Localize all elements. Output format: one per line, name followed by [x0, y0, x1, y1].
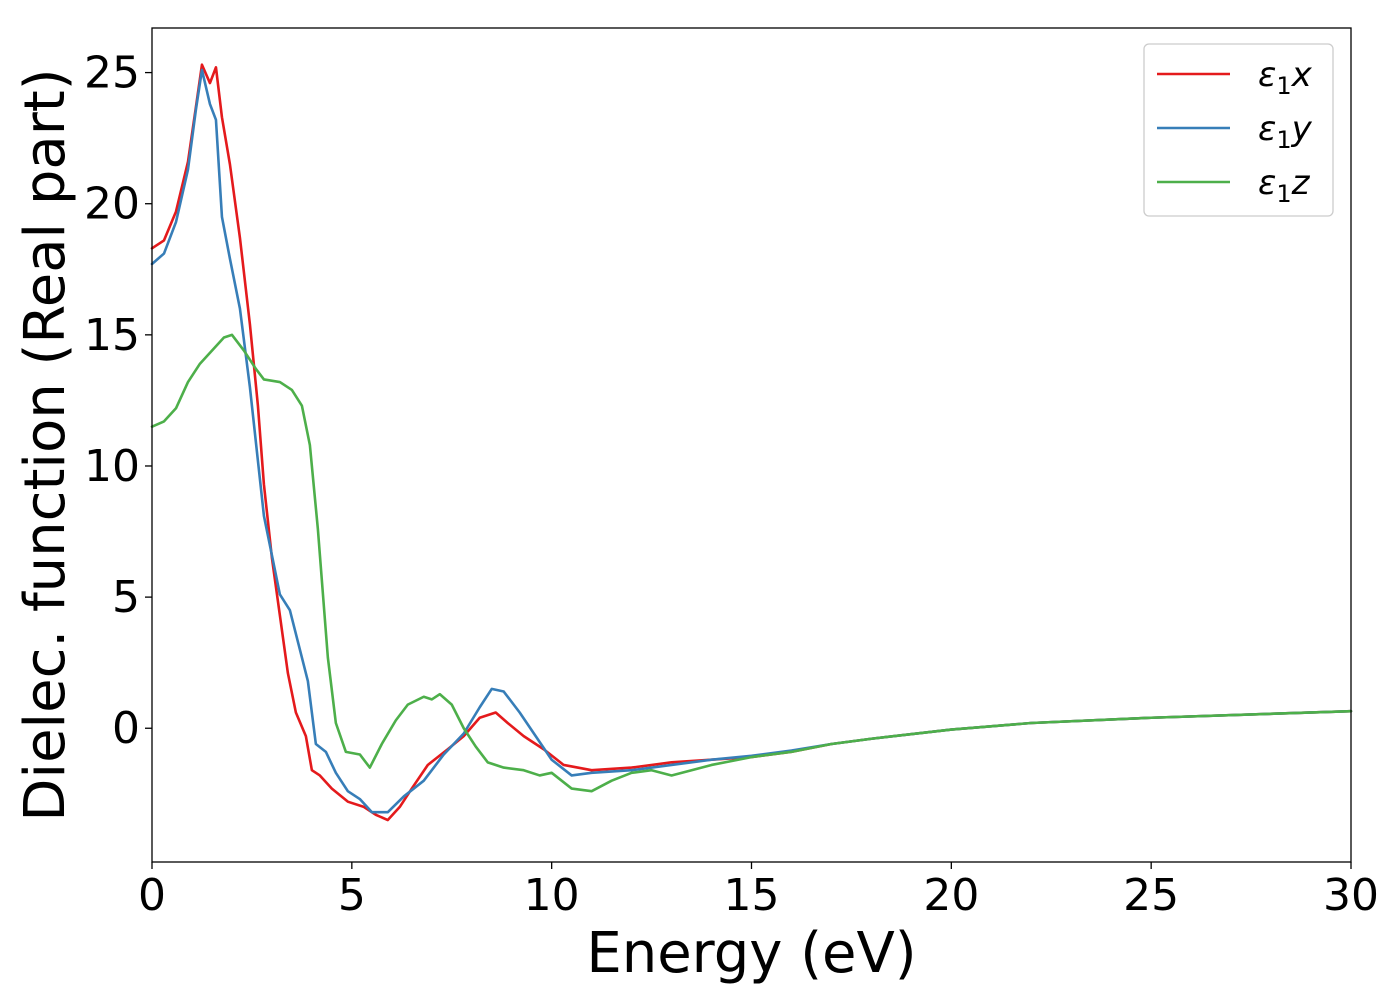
- x-tick-label: 25: [1123, 870, 1179, 921]
- x-tick-label: 10: [524, 870, 580, 921]
- y-axis-label: Dielec. function (Real part): [13, 68, 78, 821]
- y-tick-label: 20: [84, 179, 140, 230]
- legend: ε1x ε1y ε1z: [1143, 43, 1334, 217]
- legend-box: [1143, 43, 1334, 217]
- y-tick-label: 25: [84, 48, 140, 99]
- x-axis-label: Energy (eV): [586, 921, 916, 986]
- x-tick-label: 5: [338, 870, 366, 921]
- y-tick-label: 5: [112, 572, 140, 623]
- legend-label-z: ε1z: [1258, 163, 1311, 208]
- y-tick-label: 10: [84, 441, 140, 492]
- x-tick-label: 0: [138, 870, 166, 921]
- y-tick-label: 15: [84, 310, 140, 361]
- x-tick-label: 30: [1323, 870, 1379, 921]
- legend-label-y: ε1y: [1258, 109, 1313, 154]
- legend-label-x: ε1x: [1258, 55, 1313, 100]
- x-tick-label: 20: [923, 870, 979, 921]
- series-layer: [150, 63, 1353, 822]
- series-line-z: [150, 333, 1353, 793]
- x-tick-label: 15: [724, 870, 780, 921]
- ticks-layer: 0 5 10 15 20 25 30 0 5 10 15 20 25: [84, 48, 1379, 921]
- y-tick-label: 0: [112, 703, 140, 754]
- series-line-y: [150, 68, 1353, 814]
